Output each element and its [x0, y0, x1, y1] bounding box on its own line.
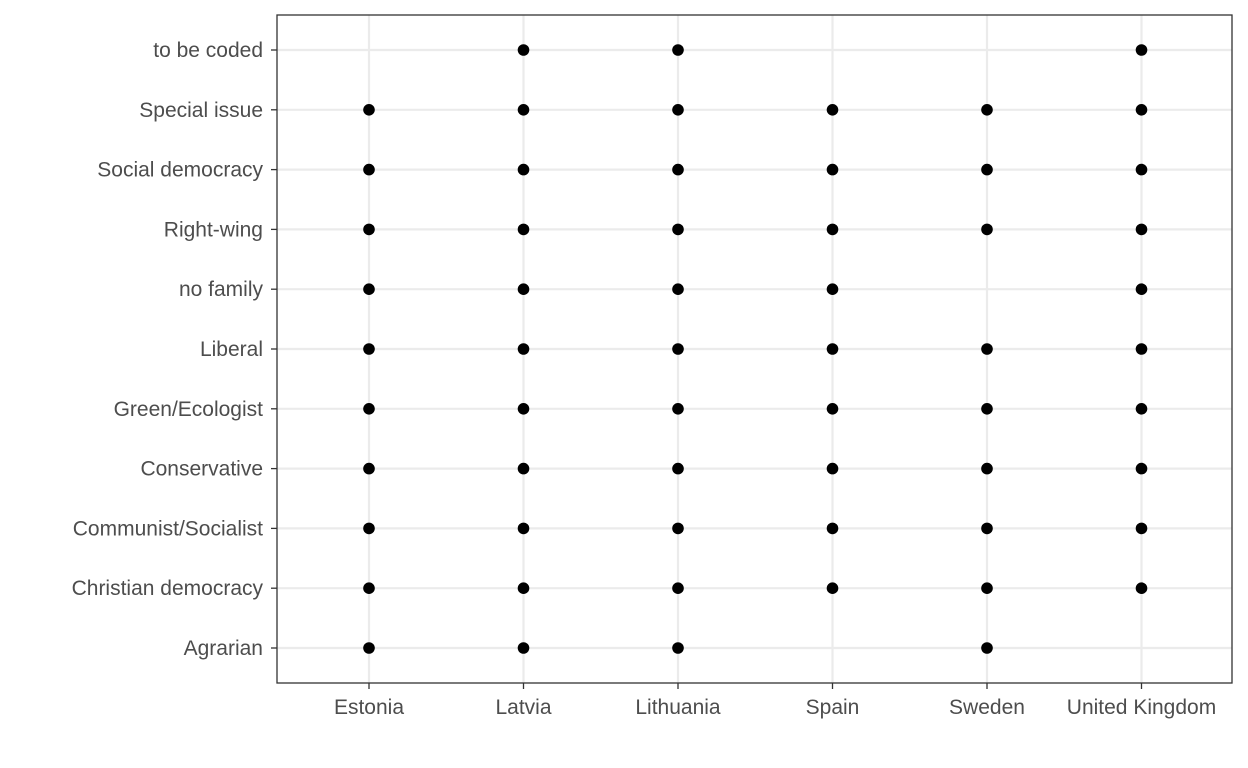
y-tick-label: Special issue [139, 99, 263, 122]
data-point [517, 283, 530, 296]
data-point [981, 104, 993, 116]
data-point [672, 223, 684, 236]
data-point [981, 642, 993, 654]
y-tick-label: Communist/Socialist [73, 517, 263, 540]
y-tick-label: Agrarian [184, 637, 263, 660]
data-point [826, 462, 839, 475]
data-point [363, 283, 375, 296]
data-point [672, 462, 684, 475]
data-point [517, 343, 530, 355]
y-axis-ticks [271, 49, 277, 649]
data-point [517, 163, 530, 176]
data-point [1135, 343, 1148, 355]
data-point [826, 522, 839, 535]
data-point [672, 283, 684, 296]
data-point [826, 403, 839, 415]
x-tick-label: Estonia [334, 696, 404, 719]
data-point [672, 343, 684, 355]
data-point [981, 462, 993, 475]
data-point [826, 104, 839, 116]
data-point [981, 403, 993, 415]
x-tick-label: Latvia [495, 696, 551, 719]
data-point [826, 283, 839, 296]
y-tick-label: Conservative [140, 458, 263, 481]
data-point [363, 104, 375, 116]
x-tick-label: Lithuania [635, 696, 721, 719]
data-point [363, 462, 375, 475]
data-point [826, 163, 839, 176]
data-point [981, 163, 993, 176]
data-point [826, 223, 839, 236]
panel-border [276, 14, 1233, 684]
data-point [981, 223, 993, 236]
data-point [1135, 223, 1148, 236]
data-point [517, 44, 530, 56]
x-axis-labels: Estonia Latvia Lithuania Spain Sweden United … [334, 696, 1216, 719]
y-tick-label: Liberal [200, 338, 263, 361]
data-point [363, 343, 375, 355]
data-point [517, 522, 530, 535]
data-point [1135, 582, 1148, 594]
data-point [672, 582, 684, 594]
data-point [363, 163, 375, 176]
y-axis-labels: Agrarian Christian democracy Communist/Soc… [72, 39, 264, 660]
data-point [1135, 44, 1148, 56]
data-points [363, 44, 1148, 654]
data-point [517, 403, 530, 415]
data-point [517, 462, 530, 475]
data-point [672, 403, 684, 415]
data-point [981, 522, 993, 535]
data-point [363, 582, 375, 594]
data-point [981, 343, 993, 355]
y-tick-label: Green/Ecologist [114, 398, 264, 421]
data-point [672, 163, 684, 176]
data-point [672, 104, 684, 116]
data-point [826, 582, 839, 594]
data-point [672, 522, 684, 535]
data-point [1135, 462, 1148, 475]
data-point [672, 44, 684, 56]
data-point [1135, 283, 1148, 296]
data-point [981, 582, 993, 594]
data-point [517, 642, 530, 654]
y-tick-label: to be coded [153, 39, 263, 62]
data-point [517, 582, 530, 594]
data-point [363, 522, 375, 535]
x-tick-label: United Kingdom [1067, 696, 1216, 719]
y-tick-label: Christian democracy [72, 577, 264, 600]
data-point [672, 642, 684, 654]
x-axis-ticks [368, 683, 1143, 689]
data-point [1135, 163, 1148, 176]
data-point [517, 104, 530, 116]
x-tick-label: Spain [806, 696, 860, 719]
data-point [363, 642, 375, 654]
y-tick-label: Right-wing [164, 218, 263, 241]
y-tick-label: no family [179, 278, 264, 301]
data-point [826, 343, 839, 355]
data-point [1135, 403, 1148, 415]
data-point [1135, 104, 1148, 116]
data-point [1135, 522, 1148, 535]
data-point [363, 403, 375, 415]
y-tick-label: Social democracy [97, 159, 263, 182]
data-point [517, 223, 530, 236]
data-point [363, 223, 375, 236]
x-tick-label: Sweden [949, 696, 1025, 719]
